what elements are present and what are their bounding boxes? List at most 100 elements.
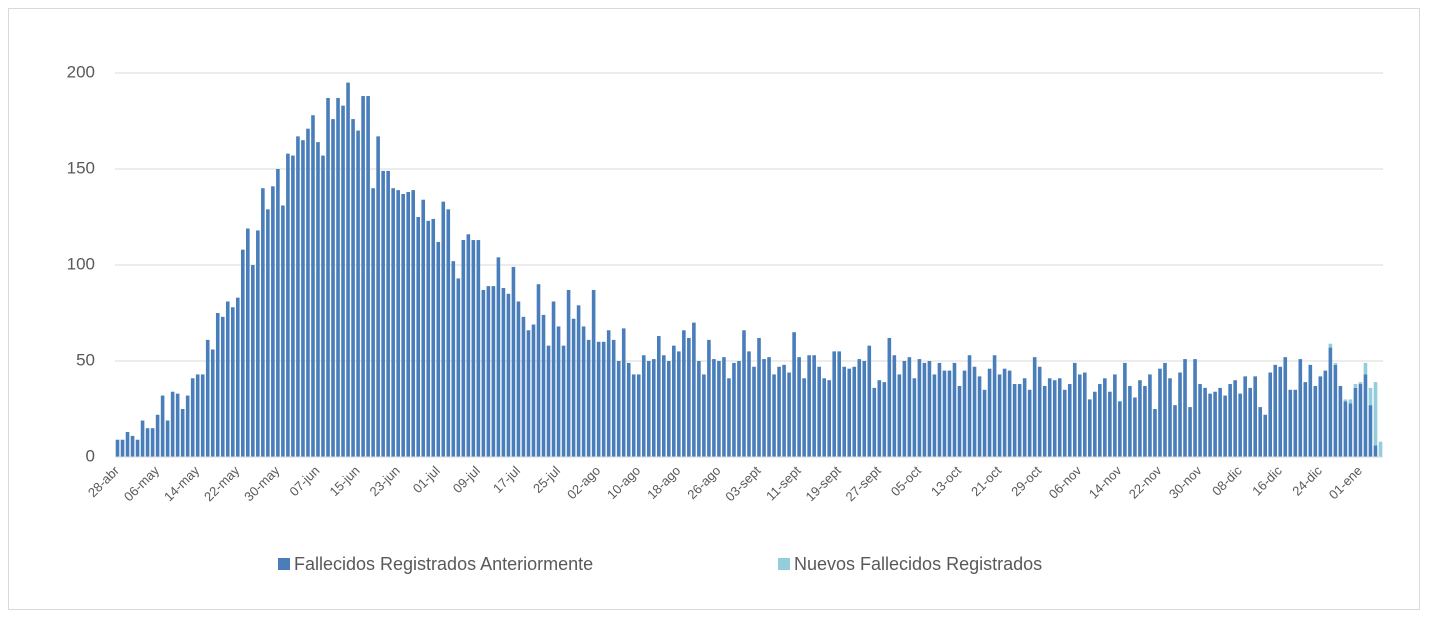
bar-segment [687, 337, 691, 457]
bar-segment [175, 393, 180, 457]
bar-segment [782, 364, 786, 457]
bar-segment [351, 119, 355, 457]
bar-segment [496, 257, 501, 457]
bar-segment [1348, 399, 1353, 404]
bar-segment [306, 128, 310, 457]
bar-segment [1113, 374, 1117, 457]
bar-segment [135, 439, 140, 457]
bar-segment [962, 370, 967, 457]
bar-segment [1308, 364, 1313, 457]
bar-segment [316, 142, 320, 457]
bar-segment [1103, 378, 1107, 457]
bar-segment [862, 361, 867, 457]
bar-segment [376, 136, 380, 458]
bar-segment [1118, 401, 1122, 457]
bar-segment [220, 316, 225, 457]
bar-segment [145, 428, 150, 457]
bar-segment [817, 366, 821, 457]
bar-segment [461, 240, 466, 457]
bar-segment [737, 361, 741, 457]
bar-segment [1233, 380, 1237, 457]
bar-segment [1093, 391, 1097, 457]
bar-segment [717, 361, 721, 457]
bar-segment [747, 351, 751, 457]
bar-segment [261, 188, 265, 457]
bar-segment [1047, 378, 1052, 457]
bar-segment [1208, 393, 1212, 457]
bar-segment [190, 378, 195, 457]
bar-segment [1338, 385, 1343, 457]
bar-segment [631, 374, 636, 457]
chart-border [8, 8, 1420, 610]
bar-segment [366, 96, 370, 457]
bar-segment [361, 96, 365, 457]
bar-segment [386, 170, 390, 458]
bar-segment [230, 307, 235, 457]
bar-segment [1303, 382, 1308, 457]
bar-segment [1168, 378, 1172, 457]
bar-segment [1368, 405, 1373, 457]
bar-segment [1328, 347, 1333, 457]
bar-segment [1123, 362, 1127, 457]
bar-segment [271, 186, 275, 457]
bar-segment [396, 190, 400, 457]
bar-segment [451, 261, 456, 457]
bar-segment [1363, 374, 1368, 457]
bar-segment [621, 328, 626, 457]
bar-segment [661, 355, 666, 457]
bar-segment [1002, 368, 1007, 457]
bar-segment [321, 155, 325, 457]
bar-segment [561, 345, 566, 457]
bar-segment [1223, 395, 1227, 457]
bar-segment [1037, 366, 1042, 457]
bar-segment [641, 355, 646, 457]
bar-segment [977, 376, 982, 457]
bar-segment [907, 357, 912, 457]
bar-segment [591, 289, 596, 457]
bar-segment [722, 357, 726, 457]
bar-segment [205, 339, 210, 457]
bar-segment [120, 439, 125, 457]
bar-segment [982, 389, 987, 457]
bar-segment [1333, 362, 1338, 365]
bar-segment [286, 153, 290, 457]
y-tick-label: 200 [67, 62, 95, 81]
bar-segment [225, 301, 230, 457]
bar-segment [636, 374, 641, 457]
bar-segment [1333, 364, 1338, 457]
bar-segment [1213, 391, 1217, 457]
bar-segment [416, 217, 421, 457]
y-tick-label: 150 [67, 158, 95, 177]
bar-segment [992, 355, 997, 457]
bar-segment [847, 368, 852, 457]
bar-segment [1198, 384, 1202, 457]
bar-segment [707, 339, 711, 457]
bar-segment [1258, 407, 1263, 457]
bar-segment [897, 374, 902, 457]
bar-segment [656, 336, 661, 457]
bar-segment [566, 289, 571, 457]
bar-segment [1373, 382, 1378, 446]
bar-segment [266, 209, 270, 457]
bar-segment [1042, 385, 1047, 457]
bar-segment [742, 330, 746, 457]
bar-segment [1313, 385, 1318, 457]
bar-segment [581, 326, 586, 457]
bar-segment [130, 435, 135, 457]
bar-segment [892, 355, 897, 457]
bar-segment [646, 361, 651, 457]
bar-segment [1363, 362, 1368, 375]
bar-segment [441, 201, 446, 457]
bar-segment [556, 326, 561, 457]
bar-segment [1238, 393, 1242, 457]
bar-segment [1373, 445, 1378, 457]
bar-segment [1183, 359, 1187, 457]
bar-segment [411, 190, 416, 457]
bar-segment [446, 209, 451, 457]
bar-segment [1353, 387, 1358, 457]
bar-segment [601, 341, 606, 457]
bar-segment [155, 414, 160, 457]
bar-segment [1178, 372, 1182, 457]
bar-segment [1032, 357, 1037, 457]
bar-segment [326, 97, 330, 458]
